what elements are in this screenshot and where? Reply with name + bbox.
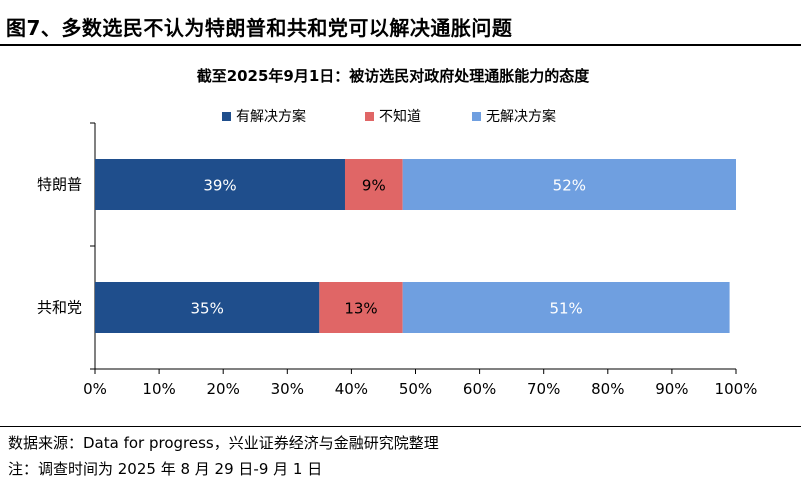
bar-value-label: 9% bbox=[362, 177, 386, 195]
stacked-bar-chart: 截至2025年9月1日：被访选民对政府处理通胀能力的态度 有解决方案 不知道 无解决… bbox=[37, 67, 758, 398]
chart-bars: 特朗普 39% 9% 52% 共和党 35% 13% 51% bbox=[37, 159, 736, 333]
legend-label: 有解决方案 bbox=[236, 108, 306, 125]
x-tick-label: 100% bbox=[715, 380, 758, 398]
chart-axes: 0% 10% 20% 30% 40% 50% 60% 70% 80% 90% 100% bbox=[83, 122, 758, 398]
bar-value-label: 13% bbox=[344, 300, 377, 318]
category-label: 共和党 bbox=[37, 299, 82, 317]
x-tick-label: 50% bbox=[399, 380, 432, 398]
bar-segment bbox=[319, 282, 403, 333]
footer-rule bbox=[0, 426, 801, 427]
x-tick-label: 20% bbox=[207, 380, 240, 398]
legend-label: 无解决方案 bbox=[486, 108, 556, 125]
bar-value-label: 52% bbox=[553, 177, 586, 195]
bar-segment bbox=[402, 159, 736, 210]
x-tick-label: 40% bbox=[335, 380, 368, 398]
x-tick-label: 10% bbox=[142, 380, 175, 398]
bar-segment bbox=[402, 282, 730, 333]
bar-value-label: 51% bbox=[549, 300, 582, 318]
category-label: 特朗普 bbox=[37, 176, 82, 194]
figure-title: 图7、多数选民不认为特朗普和共和党可以解决通胀问题 bbox=[6, 16, 513, 40]
x-tick-label: 90% bbox=[655, 380, 688, 398]
x-tick-label: 0% bbox=[83, 380, 107, 398]
title-rule bbox=[0, 44, 801, 46]
legend-label: 不知道 bbox=[379, 108, 421, 125]
bar-segment bbox=[344, 159, 403, 210]
bar-segment bbox=[95, 282, 320, 333]
remark-note: 注：调查时间为 2025 年 8 月 29 日-9 月 1 日 bbox=[8, 460, 323, 478]
bar-value-label: 39% bbox=[203, 177, 236, 195]
chart-title: 截至2025年9月1日：被访选民对政府处理通胀能力的态度 bbox=[197, 67, 591, 85]
legend-swatch bbox=[365, 112, 374, 121]
chart-container: 截至2025年9月1日：被访选民对政府处理通胀能力的态度 有解决方案 不知道 无解决… bbox=[0, 46, 801, 426]
bar-value-label: 35% bbox=[191, 300, 224, 318]
legend-swatch bbox=[472, 112, 481, 121]
x-tick-label: 30% bbox=[271, 380, 304, 398]
legend-swatch bbox=[222, 112, 231, 121]
x-tick-label: 80% bbox=[591, 380, 624, 398]
bar-segment bbox=[95, 159, 345, 210]
x-tick-label: 60% bbox=[463, 380, 496, 398]
source-note: 数据来源：Data for progress，兴业证券经济与金融研究院整理 bbox=[8, 434, 439, 452]
x-tick-label: 70% bbox=[527, 380, 560, 398]
chart-legend: 有解决方案 不知道 无解决方案 bbox=[222, 108, 556, 125]
